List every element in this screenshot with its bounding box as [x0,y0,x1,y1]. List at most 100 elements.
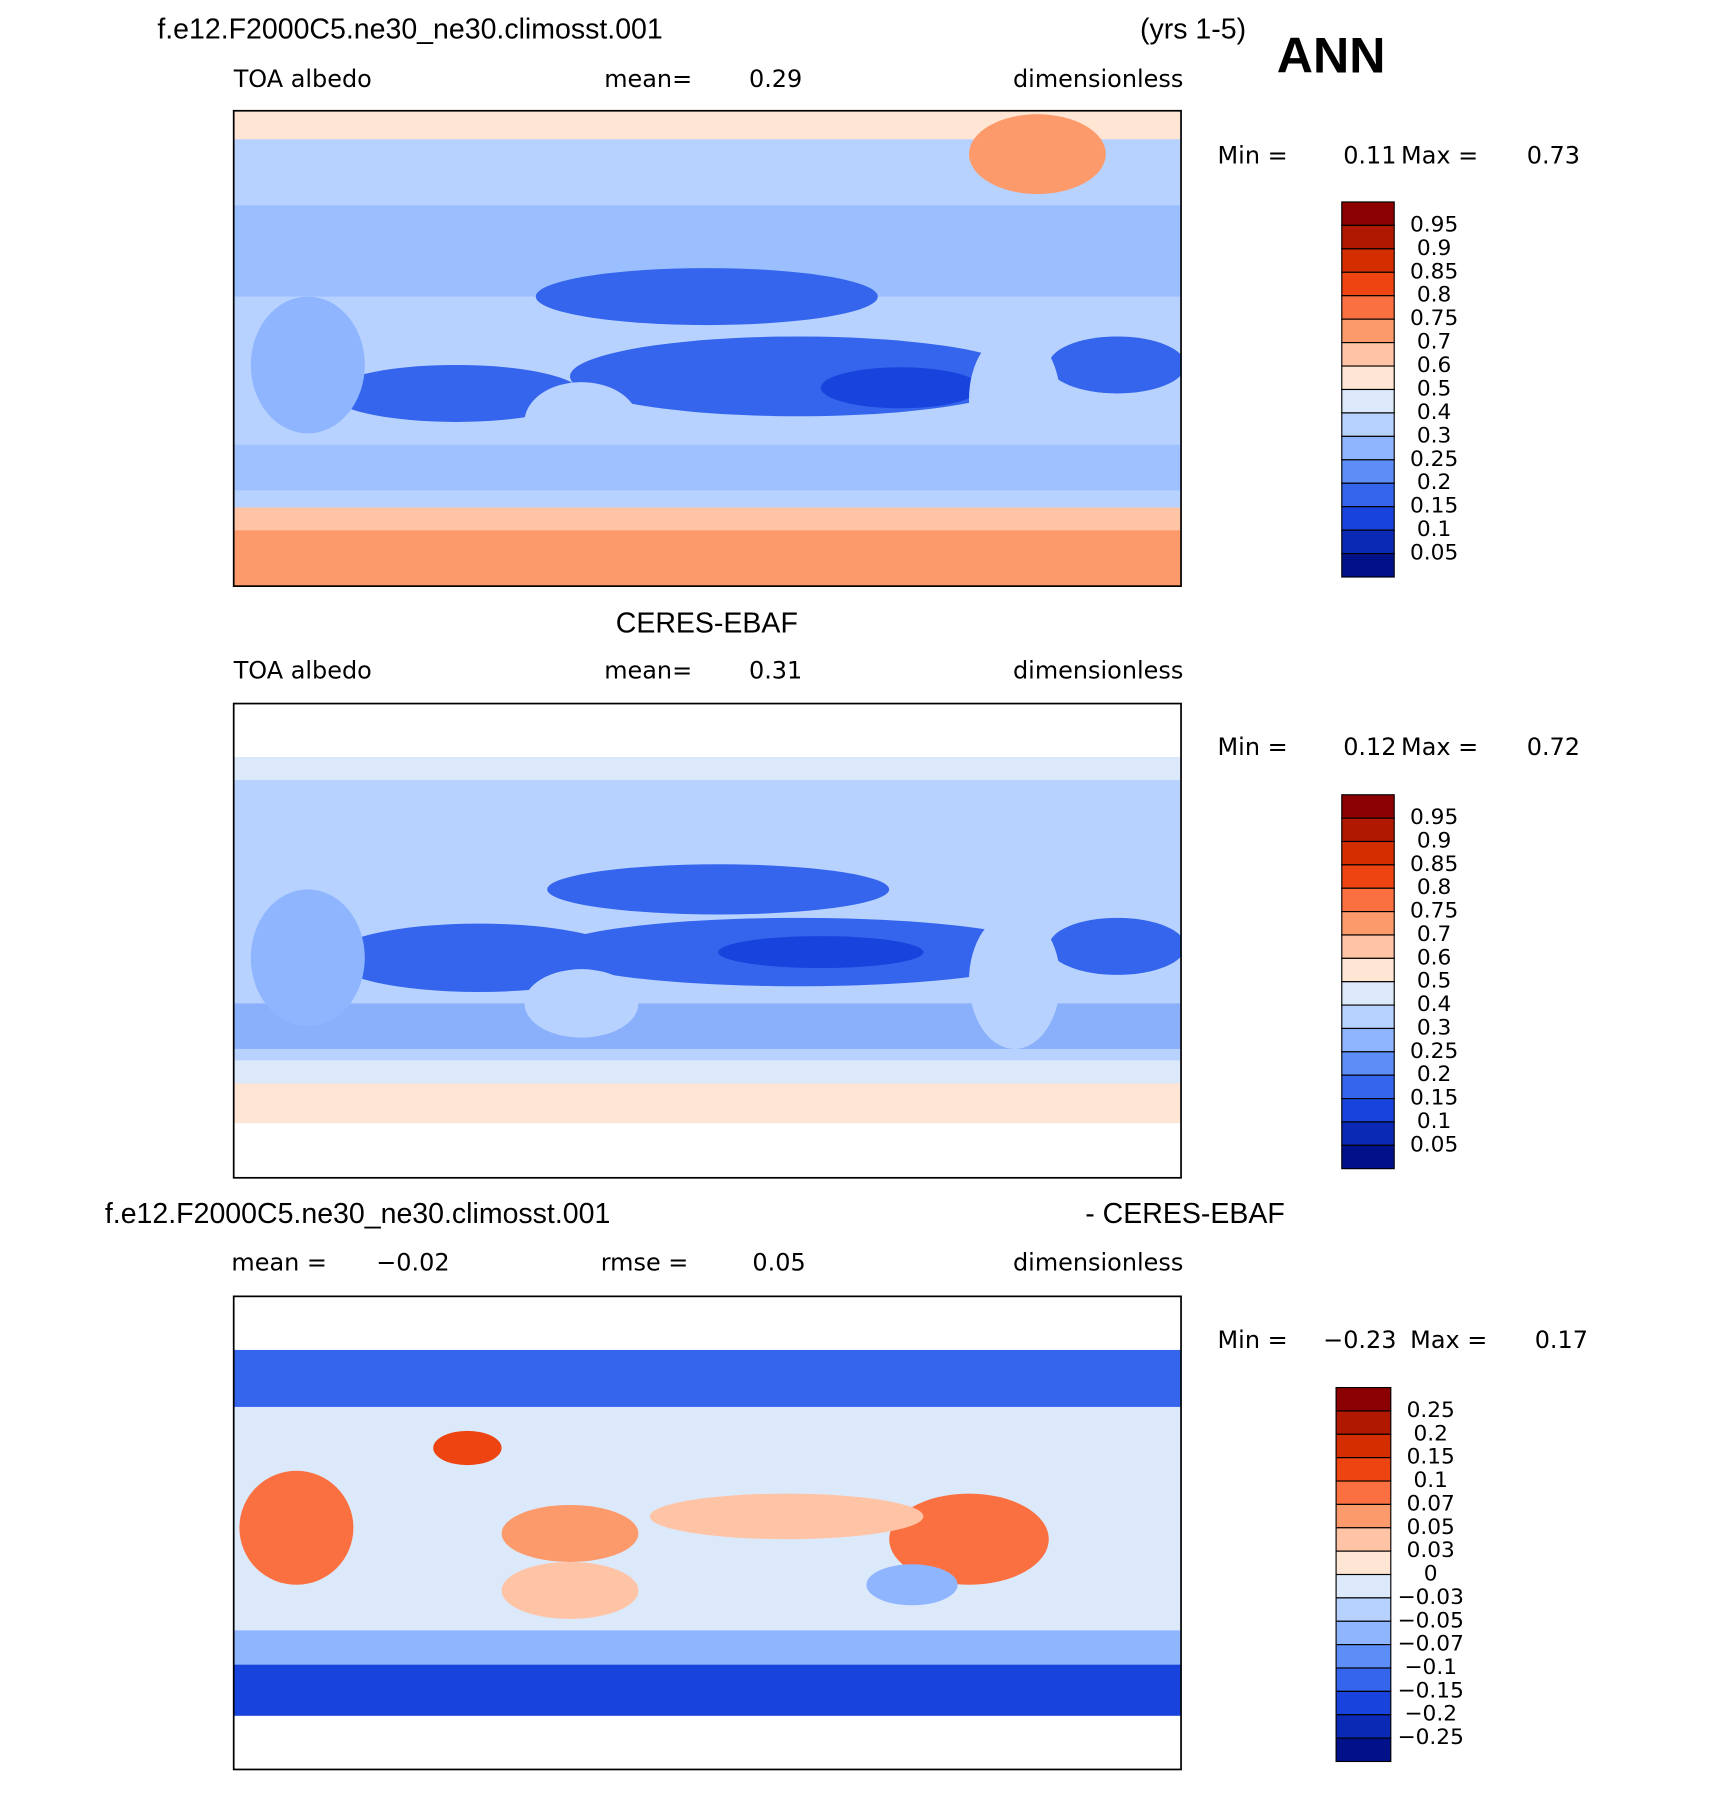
mean: −0.02 [376,1248,449,1276]
colorbar-box [1341,1027,1395,1053]
min: 0.12 [1343,733,1396,761]
years: (yrs 1-5) [1140,13,1246,45]
mean: 0.29 [749,65,802,93]
colorbar-box [1341,887,1395,913]
panel-title: f.e12.F2000C5.ne30_ne30.climosst.001 [105,1198,610,1230]
colorbar-box [1341,388,1395,414]
colorbar-box [1341,248,1395,273]
colorbar-label: 0.6 [1417,353,1451,378]
map [233,110,1182,587]
colorbar-box [1341,201,1395,226]
colorbar-label: 0.95 [1410,212,1458,237]
colorbar-label: 0.6 [1417,945,1451,970]
colorbar-label: 0 [1424,1562,1438,1587]
map-frame [232,1295,1182,1771]
colorbar-box [1335,1386,1392,1412]
colorbar-label: 0.7 [1417,922,1451,947]
rmse-label: rmse = [601,1248,689,1276]
colorbar-label: −0.15 [1398,1678,1464,1703]
map [233,703,1182,1178]
mean-label: mean= [604,65,692,93]
colorbar-box [1341,435,1395,461]
colorbar-box [1341,553,1395,578]
max-label: Max = [1401,733,1478,761]
colorbar-label: −0.05 [1398,1608,1464,1633]
colorbar-label: 0.5 [1417,969,1451,994]
colorbar-label: 0.85 [1410,852,1458,877]
map-frame [232,109,1182,587]
mean-label: mean= [604,657,692,685]
colorbar-label: 0.25 [1410,1039,1458,1064]
colorbar-box [1341,506,1395,531]
colorbar-box [1341,365,1395,391]
colorbar-box [1341,482,1395,508]
colorbar-label: −0.07 [1398,1632,1464,1657]
colorbar-label: 0.15 [1410,494,1458,519]
colorbar-label: 0.15 [1410,1086,1458,1111]
colorbar-label: 0.75 [1410,899,1458,924]
colorbar-label: 0.75 [1410,306,1458,331]
max: 0.72 [1527,733,1580,761]
colorbar-label: 0.2 [1413,1421,1447,1446]
colorbar-box [1335,1527,1392,1552]
map [233,1296,1182,1770]
colorbar-label: 0.95 [1410,805,1458,830]
colorbar-box [1341,864,1395,889]
colorbar-box [1341,911,1395,936]
min-label: Min = [1218,733,1288,761]
colorbar-box [1341,459,1395,484]
season: ANN [1277,28,1386,84]
colorbar-box [1341,1121,1395,1146]
colorbar-label: 0.3 [1417,423,1451,448]
colorbar-box [1335,1480,1392,1505]
colorbar-label: 0.1 [1417,517,1451,542]
variable: TOA albedo [233,65,372,93]
colorbar-box [1335,1737,1392,1763]
colorbar-label: 0.5 [1417,376,1451,401]
colorbar-box [1335,1503,1392,1529]
map-frame [232,702,1182,1179]
colorbar-box [1341,981,1395,1006]
colorbar-box [1341,840,1395,866]
colorbar-box [1335,1597,1392,1622]
mean: 0.31 [749,657,802,685]
colorbar-label: 0.05 [1410,541,1458,566]
units: dimensionless [1013,1248,1183,1276]
colorbar-box [1335,1620,1392,1646]
colorbar-box [1341,529,1395,555]
units: dimensionless [1013,657,1183,685]
colorbar-label: 0.05 [1410,1132,1458,1157]
colorbar-label: 0.15 [1407,1445,1455,1470]
colorbar-label: −0.1 [1404,1655,1457,1680]
colorbar-box [1341,794,1395,819]
panel-title: - CERES-EBAF [1085,1198,1285,1230]
colorbar-label: 0.03 [1407,1538,1455,1563]
colorbar-label: −0.03 [1398,1585,1464,1610]
colorbar-label: 0.2 [1417,1062,1451,1087]
case-title: f.e12.F2000C5.ne30_ne30.climosst.001 [157,13,662,45]
colorbar-box [1341,224,1395,250]
colorbar-label: −0.25 [1398,1725,1464,1750]
colorbar-box [1341,1097,1395,1123]
colorbar-label: 0.25 [1407,1398,1455,1423]
max: 0.17 [1535,1326,1588,1354]
colorbar-label: 0.1 [1413,1468,1447,1493]
colorbar-box [1335,1410,1392,1435]
colorbar-label: 0.05 [1407,1515,1455,1540]
colorbar-box [1341,817,1395,843]
mean-label: mean = [231,1248,327,1276]
colorbar-label: 0.9 [1417,236,1451,261]
colorbar-box [1335,1667,1392,1692]
variable: TOA albedo [233,657,372,685]
min-label: Min = [1218,1326,1288,1354]
max-label: Max = [1410,1326,1487,1354]
colorbar-label: 0.25 [1410,447,1458,472]
colorbar-box [1335,1433,1392,1459]
min-label: Min = [1218,141,1288,169]
colorbar-box [1341,1051,1395,1076]
colorbar-box [1335,1457,1392,1482]
colorbar-label: −0.2 [1404,1702,1457,1727]
colorbar-label: 0.8 [1417,283,1451,308]
colorbar-label: 0.1 [1417,1109,1451,1134]
